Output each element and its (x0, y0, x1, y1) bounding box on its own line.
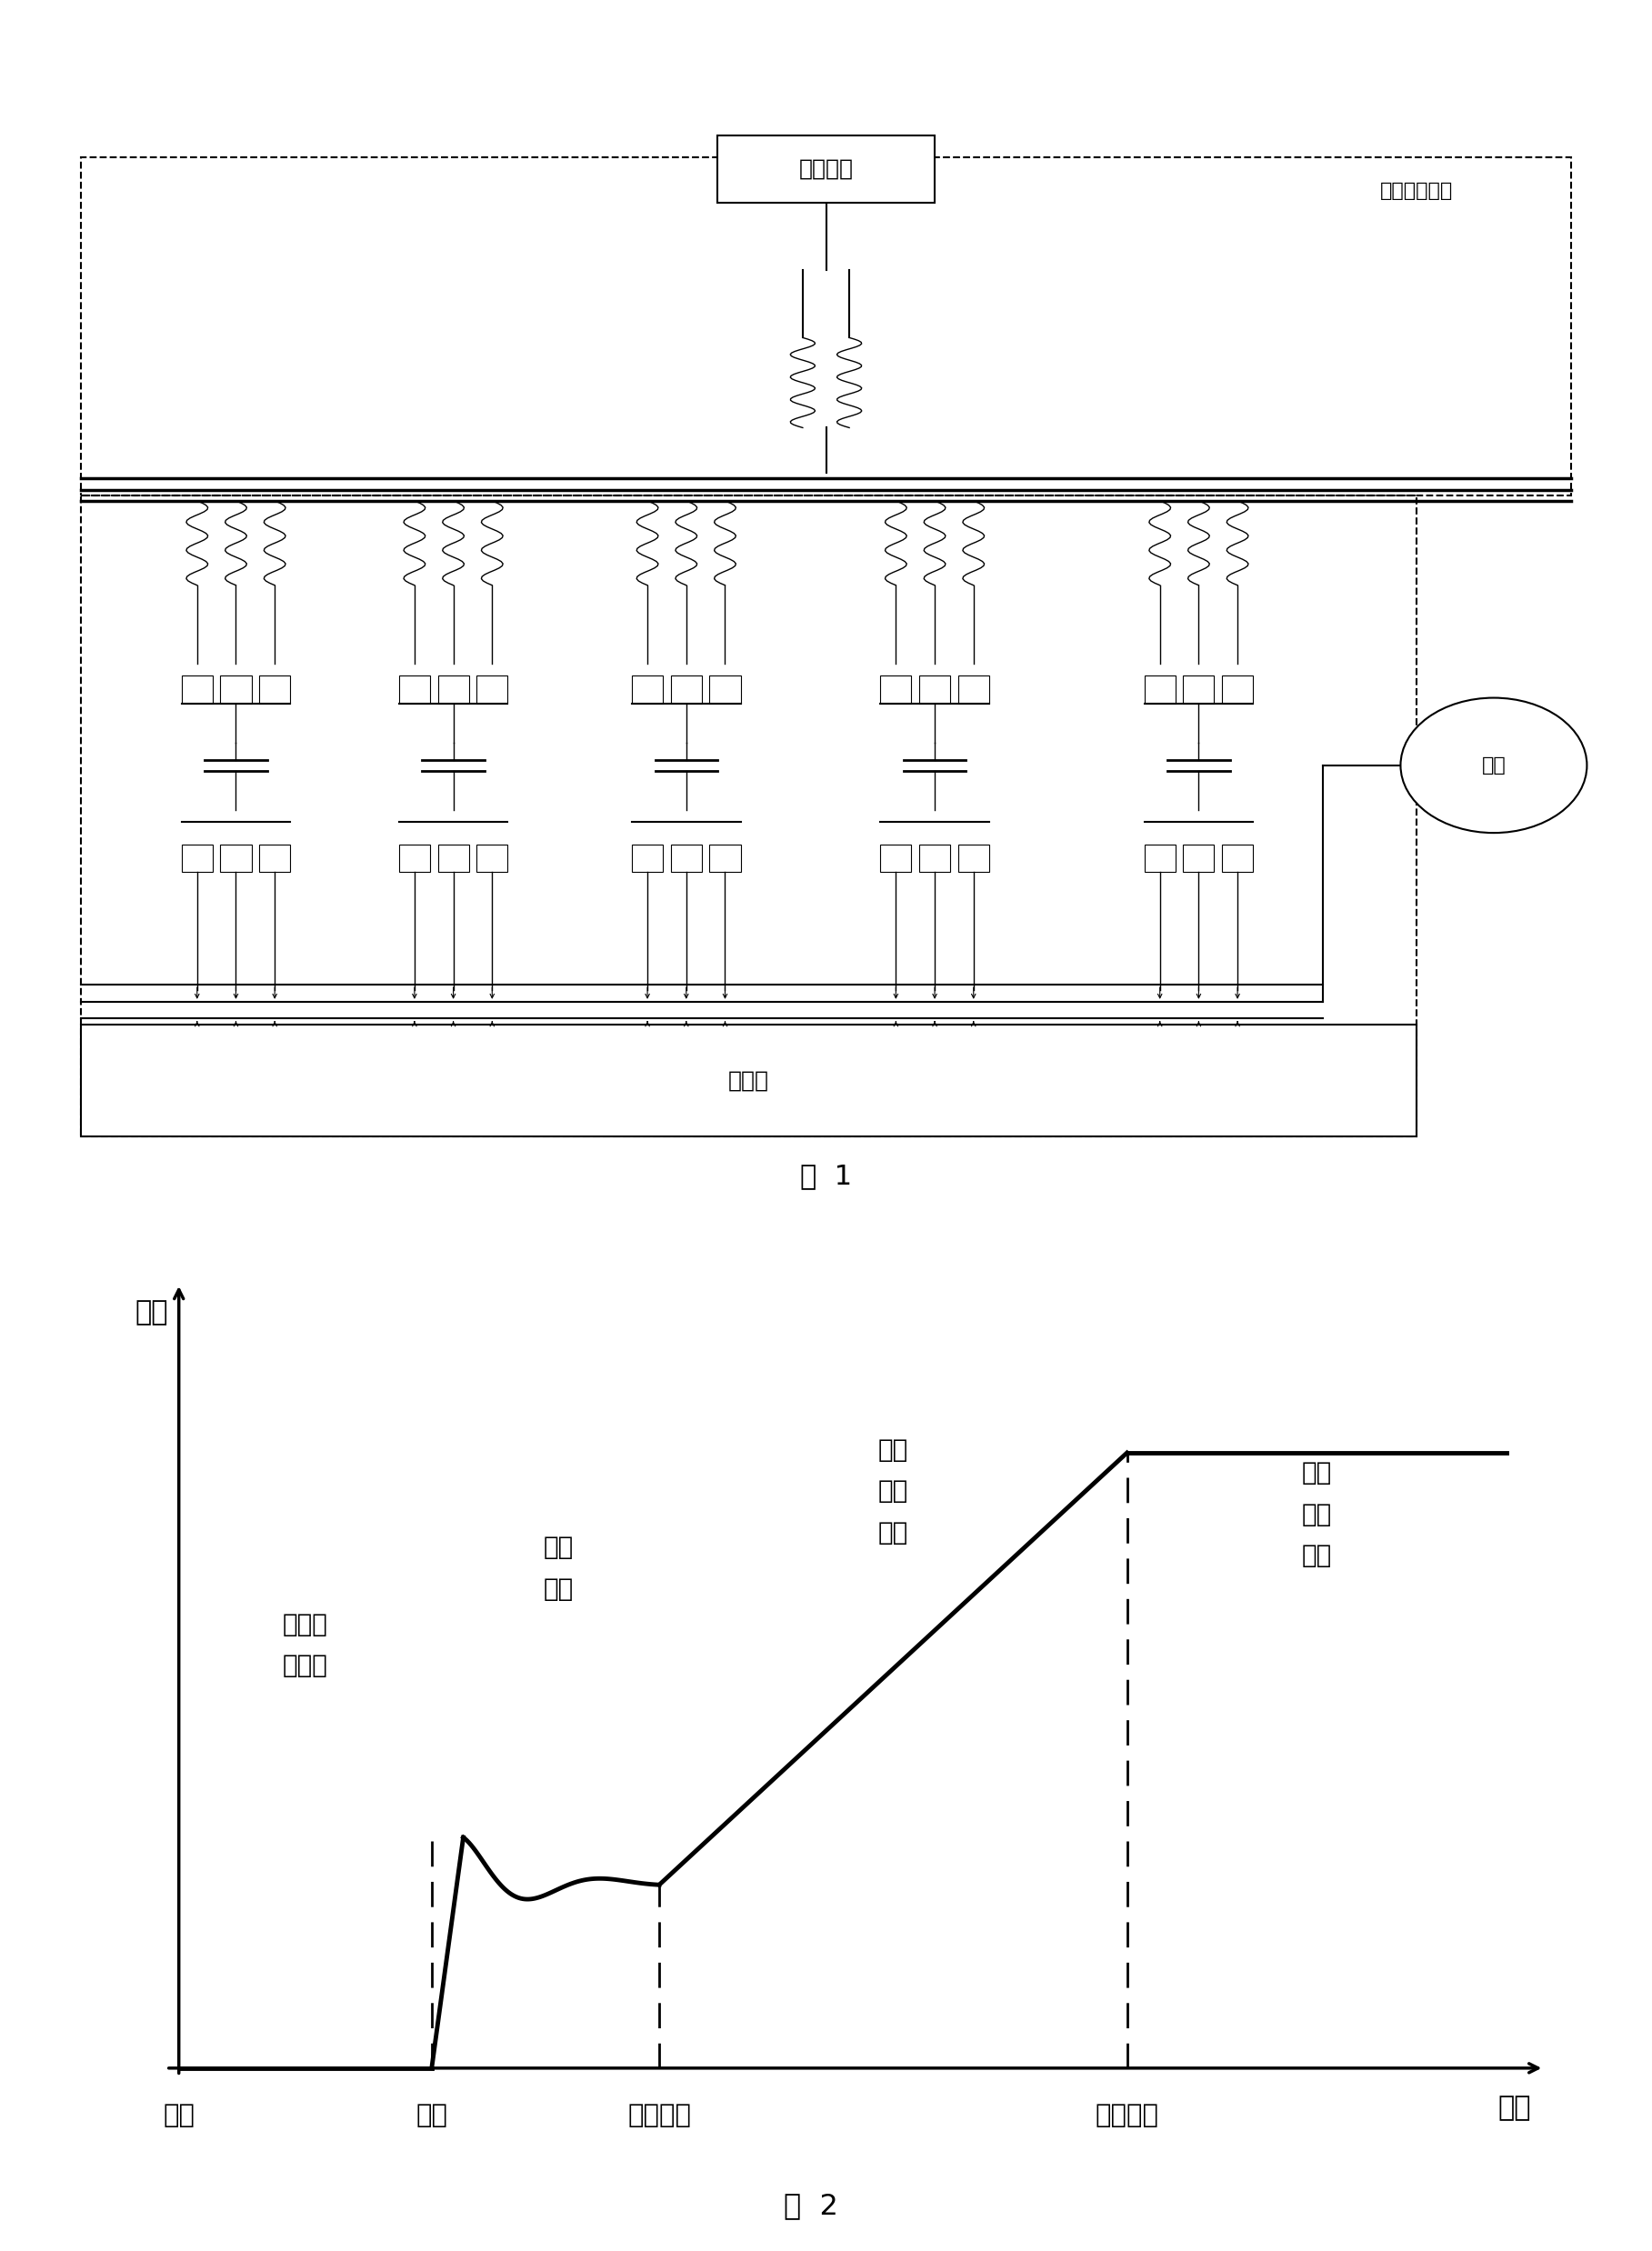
Text: 电机: 电机 (1482, 756, 1507, 774)
Bar (631, 675, 662, 702)
Text: 时间: 时间 (1498, 2096, 1531, 2120)
Text: 图  2: 图 2 (783, 2192, 838, 2222)
Text: 控制器: 控制器 (729, 1069, 768, 1092)
Text: 频率到达: 频率到达 (1095, 2102, 1158, 2127)
Bar (438, 844, 469, 871)
Text: 图  1: 图 1 (800, 1164, 852, 1189)
Text: 交流电网: 交流电网 (798, 158, 854, 180)
Bar (1222, 844, 1254, 871)
Bar (1145, 675, 1176, 702)
Text: 到达
设定
转速: 到达 设定 转速 (1302, 1461, 1332, 1569)
Bar (182, 675, 213, 702)
Bar (1183, 844, 1214, 871)
Bar (631, 844, 662, 871)
Bar (477, 844, 507, 871)
Text: 投励: 投励 (164, 2102, 195, 2127)
Bar (958, 675, 990, 702)
Bar (400, 844, 430, 871)
Bar (477, 675, 507, 702)
Bar (1222, 675, 1254, 702)
Bar (182, 844, 213, 871)
Bar (1183, 675, 1214, 702)
Bar (400, 675, 430, 702)
Bar (671, 675, 702, 702)
Text: 启动: 启动 (416, 2102, 448, 2127)
Bar (958, 844, 990, 871)
Bar (81, 158, 1571, 495)
Bar (220, 675, 251, 702)
Bar (81, 1024, 1416, 1137)
Text: 转速: 转速 (134, 1299, 169, 1326)
Text: 已投励
未启动: 已投励 未启动 (282, 1612, 329, 1679)
Bar (710, 844, 740, 871)
Bar (881, 675, 912, 702)
Text: 整步
过程: 整步 过程 (544, 1535, 573, 1603)
Bar (438, 675, 469, 702)
Bar (919, 844, 950, 871)
Bar (717, 135, 935, 203)
Bar (881, 844, 912, 871)
Bar (220, 844, 251, 871)
Bar (919, 675, 950, 702)
Text: 多绕组变压器: 多绕组变压器 (1379, 182, 1452, 200)
Bar (710, 675, 740, 702)
Text: 稳定
加速
过程: 稳定 加速 过程 (877, 1436, 909, 1546)
Bar (259, 844, 291, 871)
Bar (259, 675, 291, 702)
Circle shape (1401, 698, 1588, 833)
Text: 整步完成: 整步完成 (628, 2102, 691, 2127)
Bar (81, 495, 1416, 1137)
Bar (671, 844, 702, 871)
Bar (1145, 844, 1176, 871)
